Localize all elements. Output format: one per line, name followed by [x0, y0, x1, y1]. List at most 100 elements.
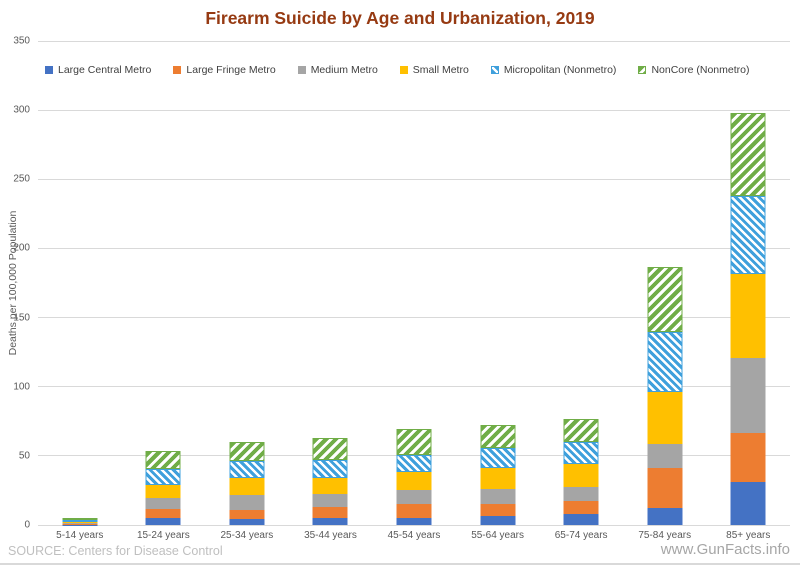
- x-tick-label-35-44-years: 35-44 years: [304, 530, 357, 541]
- bar-segment-large-central-metro: [647, 508, 683, 525]
- bar-segment-large-fringe-metro: [312, 507, 348, 519]
- bar-segment-medium-metro: [480, 489, 516, 505]
- y-tick-label-350: 350: [13, 35, 30, 47]
- stacked-bar-15-24-years: [145, 451, 181, 525]
- y-tick-label-200: 200: [13, 242, 30, 254]
- legend-item-large-fringe-metro: Large Fringe Metro: [173, 64, 276, 76]
- bar-segment-large-central-metro: [480, 516, 516, 525]
- bar-segment-noncore-nonmetro: [62, 518, 98, 521]
- bar-segment-noncore-nonmetro: [312, 437, 348, 461]
- bar-segment-micropolitan-nonmetro: [62, 520, 98, 523]
- bar-segment-small-metro: [647, 392, 683, 445]
- bar-segment-large-central-metro: [730, 481, 766, 525]
- x-tick-label-25-34-years: 25-34 years: [220, 530, 274, 541]
- legend-label-large-central-metro: Large Central Metro: [58, 64, 152, 76]
- stacked-bar-25-34-years: [229, 441, 265, 525]
- legend-swatch-large-central-metro: [45, 66, 53, 74]
- bar-segment-micropolitan-nonmetro: [229, 460, 265, 478]
- x-tick-label-45-54-years: 45-54 years: [387, 530, 441, 541]
- bar-segment-small-metro: [62, 522, 98, 524]
- bar-segment-large-central-metro: [229, 519, 265, 525]
- bar-segment-large-fringe-metro: [563, 500, 599, 514]
- y-axis-title: Deaths per 100,000 Population: [7, 210, 19, 356]
- gridline-200: [38, 247, 790, 249]
- bar-segment-noncore-nonmetro: [730, 113, 766, 197]
- legend-item-large-central-metro: Large Central Metro: [45, 64, 151, 76]
- x-tick-label-55-64-years: 55-64 years: [471, 530, 524, 541]
- x-tick-label-85-years: 85+ years: [726, 530, 771, 541]
- bar-column-65-74-years: [539, 41, 623, 525]
- stacked-bar-55-64-years: [480, 424, 516, 525]
- bar-segment-large-fringe-metro: [480, 504, 516, 517]
- bar-segment-small-metro: [145, 484, 181, 499]
- bar-segment-micropolitan-nonmetro: [563, 441, 599, 465]
- stacked-bar-5-14-years: [62, 518, 98, 525]
- bar-segment-large-central-metro: [312, 518, 348, 525]
- stacked-bar-75-84-years: [647, 267, 683, 525]
- bar-segment-large-fringe-metro: [229, 510, 265, 520]
- bar-column-5-14-years: [38, 41, 122, 525]
- x-tick-label-75-84-years: 75-84 years: [638, 530, 692, 541]
- bottom-divider: [0, 563, 800, 565]
- bar-segment-large-fringe-metro: [62, 523, 98, 525]
- bar-segment-noncore-nonmetro: [396, 428, 432, 455]
- gridline-250: [38, 178, 790, 180]
- legend-item-small-metro: Small Metro: [399, 64, 469, 76]
- bar-column-85-years: [707, 41, 791, 525]
- legend-swatch-noncore-nonmetro: [638, 66, 647, 74]
- legend-label-large-fringe-metro: Large Fringe Metro: [186, 64, 276, 76]
- bar-segment-medium-metro: [312, 494, 348, 508]
- bar-segment-small-metro: [312, 477, 348, 495]
- bar-segment-small-metro: [229, 477, 265, 496]
- bar-segment-noncore-nonmetro: [563, 418, 599, 442]
- bar-segment-small-metro: [480, 467, 516, 490]
- legend-label-noncore-nonmetro: NonCore (Nonmetro): [651, 64, 750, 76]
- gridline-150: [38, 317, 790, 319]
- gridline-0: [38, 524, 790, 526]
- bar-segment-micropolitan-nonmetro: [145, 469, 181, 485]
- source-attribution: SOURCE: Centers for Disease Control: [8, 544, 223, 558]
- bar-segment-medium-metro: [563, 486, 599, 501]
- bar-segment-noncore-nonmetro: [229, 441, 265, 461]
- y-tick-label-100: 100: [13, 381, 30, 393]
- bar-segment-micropolitan-nonmetro: [480, 448, 516, 468]
- bar-column-75-84-years: [623, 41, 707, 525]
- bar-segment-large-central-metro: [563, 513, 599, 525]
- gridline-100: [38, 386, 790, 388]
- y-tick-label-0: 0: [24, 519, 30, 531]
- legend-swatch-small-metro: [399, 66, 408, 74]
- x-tick-label-5-14-years: 5-14 years: [56, 530, 104, 541]
- x-tick-label-15-24-years: 15-24 years: [136, 530, 190, 541]
- bar-segment-micropolitan-nonmetro: [396, 454, 432, 472]
- bar-segment-large-fringe-metro: [647, 468, 683, 509]
- bar-column-35-44-years: [289, 41, 373, 525]
- bar-column-25-34-years: [205, 41, 289, 525]
- bar-segment-medium-metro: [396, 490, 432, 505]
- gridline-350: [38, 40, 790, 42]
- y-tick-label-150: 150: [13, 312, 30, 324]
- bar-segment-small-metro: [730, 274, 766, 358]
- legend-label-small-metro: Small Metro: [412, 64, 469, 76]
- bar-segment-large-fringe-metro: [145, 508, 181, 518]
- bars-layer: [38, 41, 790, 525]
- bar-column-55-64-years: [456, 41, 540, 525]
- y-tick-label-50: 50: [18, 450, 30, 462]
- bar-segment-micropolitan-nonmetro: [312, 460, 348, 478]
- y-tick-label-300: 300: [13, 104, 30, 116]
- bar-segment-medium-metro: [229, 495, 265, 511]
- bar-segment-micropolitan-nonmetro: [730, 196, 766, 275]
- bar-segment-noncore-nonmetro: [145, 451, 181, 470]
- stacked-bar-45-54-years: [396, 428, 432, 525]
- gridline-300: [38, 109, 790, 111]
- stacked-bar-35-44-years: [312, 437, 348, 525]
- chart-title: Firearm Suicide by Age and Urbanization,…: [205, 8, 595, 28]
- plot-area: 0 50 100 150 200 250 300 350 Large Central Metro…: [13, 36, 790, 531]
- bar-segment-noncore-nonmetro: [480, 424, 516, 449]
- bar-segment-medium-metro: [730, 357, 766, 433]
- bar-column-15-24-years: [122, 41, 206, 525]
- bar-segment-large-fringe-metro: [396, 504, 432, 518]
- stacked-bar-65-74-years: [563, 418, 599, 525]
- bar-segment-large-fringe-metro: [730, 432, 766, 482]
- bar-segment-small-metro: [563, 464, 599, 487]
- bar-segment-medium-metro: [62, 523, 98, 524]
